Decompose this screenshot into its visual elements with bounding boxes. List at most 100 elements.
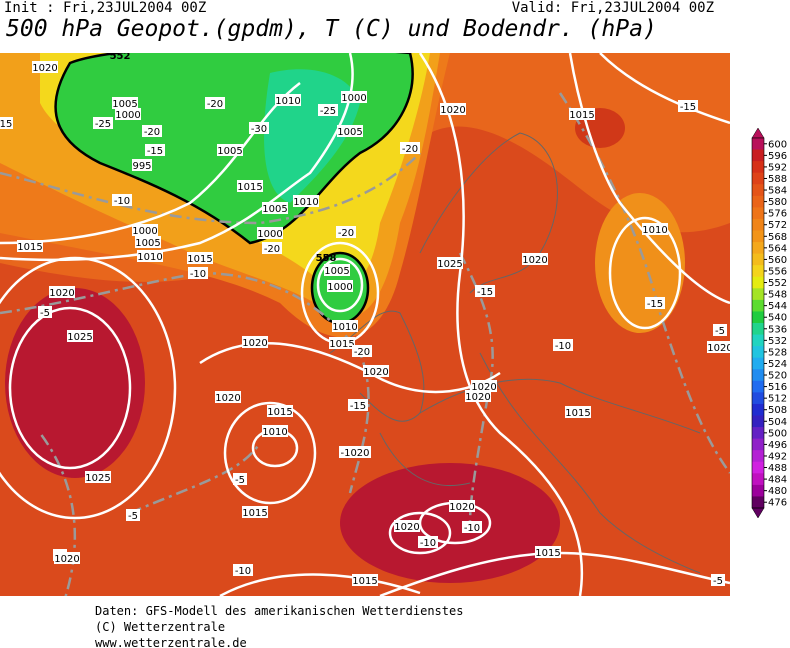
label-box <box>336 226 356 238</box>
isobar-label: 1020 <box>449 502 474 513</box>
colorbar-frame <box>751 137 765 509</box>
colorbar-swatch <box>752 496 764 509</box>
colorbar-label: 580 <box>768 197 787 208</box>
isobar-label: 1000 <box>341 93 366 104</box>
isobar-label: 1025 <box>437 259 462 270</box>
colorbar-swatch <box>752 484 764 497</box>
colorbar-label: 596 <box>768 151 787 162</box>
label-box <box>262 202 288 214</box>
isobar-label: -20 <box>264 244 280 255</box>
isobar-label: 1015 <box>535 548 560 559</box>
label-box <box>462 521 482 533</box>
label-box <box>112 194 132 206</box>
label-box <box>233 473 247 485</box>
colorbar-label: 508 <box>768 405 787 416</box>
isobar-label: 995 <box>132 161 151 172</box>
label-box <box>145 144 165 156</box>
isobar-label: 1020 <box>522 255 547 266</box>
isobar-label: -20 <box>144 127 160 138</box>
isobars <box>0 53 730 596</box>
isobar-label: 1015 <box>17 242 42 253</box>
colorbar-label: 556 <box>768 266 787 277</box>
colorbar-swatch <box>752 438 764 451</box>
height-label: 552 <box>110 53 131 62</box>
label-box <box>535 546 561 558</box>
height-label: 558 <box>316 253 337 264</box>
colorbar-swatch <box>752 427 764 440</box>
label-box <box>217 144 243 156</box>
isobar-label: 1020 <box>471 382 496 393</box>
isobar-label: -25 <box>320 106 336 117</box>
label-box <box>126 509 140 521</box>
footer-url: www.wetterzentrale.de <box>95 636 247 648</box>
label-box <box>418 536 438 548</box>
colorbar-swatch <box>752 334 764 347</box>
isobar-label: 1015 <box>352 576 377 587</box>
map-title: 500 hPa Geopot.(gpdm), T (C) und Bodendr… <box>6 16 657 42</box>
colorbar-label: 572 <box>768 220 787 231</box>
label-box <box>339 446 371 458</box>
isobar-label: -10 <box>190 269 206 280</box>
colorbar-swatch <box>752 311 764 324</box>
colorbar-swatch <box>752 473 764 486</box>
colorbar-label: 532 <box>768 336 787 347</box>
isobar-label: 1000 <box>132 226 157 237</box>
colorbar-swatch <box>752 253 764 266</box>
label-box <box>262 425 288 437</box>
label-box <box>54 552 80 564</box>
isobar-label: -5 <box>715 326 725 337</box>
isobar-label: 1015 <box>569 110 594 121</box>
footer-copyright: (C) Wetterzentrale <box>95 620 226 634</box>
isobar-label: 1015 <box>242 508 267 519</box>
coastlines <box>329 132 701 574</box>
isobar-label: -10 <box>114 196 130 207</box>
isobar-label: 1025 <box>85 473 110 484</box>
isobar-label: 1020 <box>394 522 419 533</box>
label-box <box>135 236 161 248</box>
label-box <box>645 297 665 309</box>
label-box <box>553 339 573 351</box>
isobar-label: 1020 <box>215 393 240 404</box>
colorbar-label: 592 <box>768 162 787 173</box>
isobar-label: 1010 <box>262 427 287 438</box>
isobar-label: -25 <box>95 119 111 130</box>
label-box <box>471 380 497 392</box>
colorbar-swatch <box>752 450 764 463</box>
label-box <box>565 406 591 418</box>
isobar-label: 1000 <box>257 229 282 240</box>
colorbar-label: 500 <box>768 428 787 439</box>
isobar-label: -1020 <box>340 448 369 459</box>
label-box <box>205 97 225 109</box>
isobar-label: 1020 <box>707 343 730 354</box>
label-box <box>132 224 158 236</box>
colorbar-label: 528 <box>768 347 787 358</box>
isobar-label: -5 <box>128 511 138 522</box>
isobar-label: -5 <box>713 576 723 587</box>
label-box <box>233 564 253 576</box>
isobar-label: 1015 <box>565 408 590 419</box>
label-box <box>341 91 367 103</box>
colorbar-swatch <box>752 357 764 370</box>
label-box <box>242 336 268 348</box>
label-box <box>85 471 111 483</box>
isobar-label: 1000 <box>327 282 352 293</box>
isobar-label: 1020 <box>363 367 388 378</box>
isobar-label: -20 <box>207 99 223 110</box>
label-box <box>352 345 372 357</box>
colorbar-label: 488 <box>768 463 787 474</box>
label-box <box>249 122 269 134</box>
label-box <box>713 324 727 336</box>
label-box <box>400 142 420 154</box>
label-box <box>67 330 93 342</box>
isobar-label: -5 <box>235 475 245 486</box>
isobar-label: -15 <box>680 102 696 113</box>
label-box <box>348 399 368 411</box>
label-box <box>242 506 268 518</box>
colorbar-swatch <box>752 149 764 162</box>
label-box <box>707 341 730 353</box>
colorbar-label: 568 <box>768 232 787 243</box>
colorbar-cap <box>751 507 765 519</box>
label-box <box>32 61 58 73</box>
